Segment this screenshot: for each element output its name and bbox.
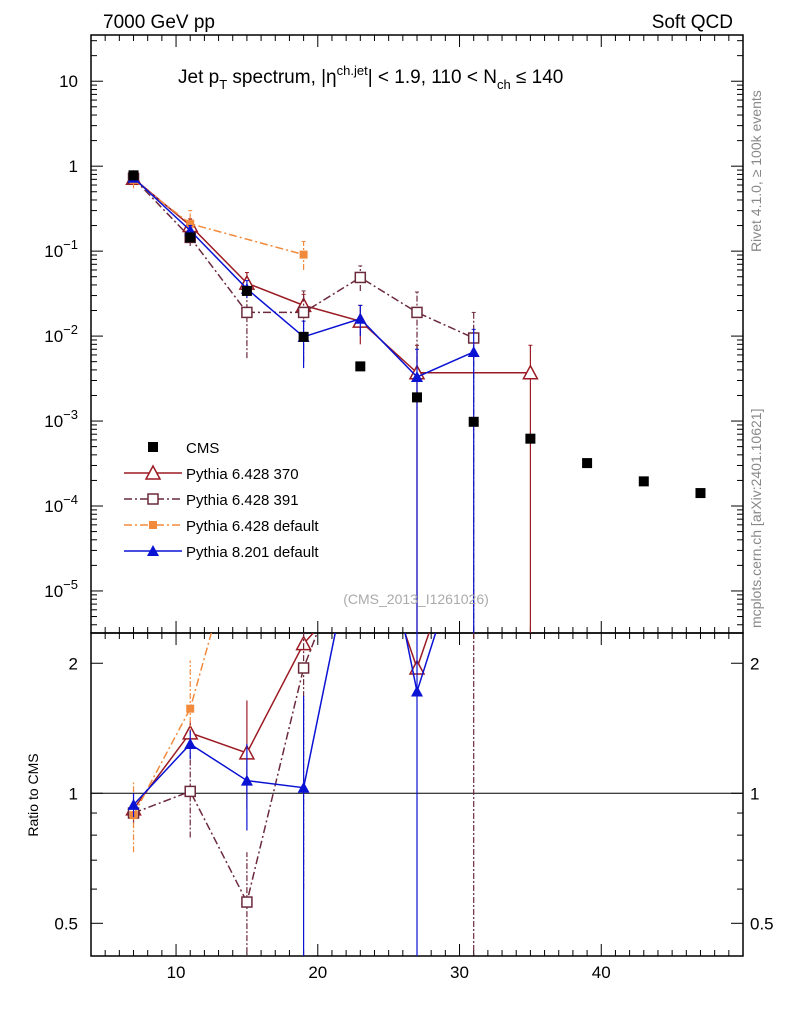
data-point <box>695 488 706 499</box>
data-point <box>186 219 195 228</box>
data-point <box>354 312 367 324</box>
legend-label-pythia6-default: Pythia 6.428 default <box>186 518 319 535</box>
ratio-y-tick-label: 1 <box>69 784 78 803</box>
y-tick-label: 10−1 <box>44 237 78 261</box>
series-pythia-6-428-default <box>129 172 308 270</box>
ratio-y-tick-label: 0.5 <box>54 914 78 933</box>
ratio-y-tick-label-right: 1 <box>750 784 759 803</box>
ratio-series-pythia-8-201-default <box>127 633 437 956</box>
mcplots-label: mcplots.cern.ch [arXiv:2401.10621] <box>748 409 764 628</box>
y-tick-label: 10−2 <box>44 322 78 346</box>
data-point <box>582 458 593 469</box>
y-tick-label: 10−4 <box>44 492 78 516</box>
legend-item-pythia6-370: Pythia 6.428 370 <box>124 464 299 483</box>
data-point <box>128 170 139 181</box>
ratio-point <box>184 738 197 750</box>
legend-item-pythia8-default: Pythia 8.201 default <box>124 544 319 561</box>
x-tick-label: 40 <box>592 963 611 982</box>
data-point <box>638 476 649 487</box>
legend-marker-pythia6-391 <box>147 493 159 505</box>
legend-item-cms: CMS <box>148 440 219 457</box>
ratio-point <box>184 785 196 798</box>
y-tick-label: 10 <box>59 72 78 91</box>
legend-item-pythia6-391: Pythia 6.428 391 <box>124 492 299 509</box>
ratio-y-tick-label-right: 2 <box>750 654 759 673</box>
main-axis-ticks: 10 1 10−1 10−2 10−3 10−4 10−5 <box>44 35 743 633</box>
data-point <box>185 232 196 243</box>
series-line <box>133 179 304 256</box>
data-point <box>354 271 367 284</box>
x-tick-label: 10 <box>167 963 186 982</box>
legend-label-cms: CMS <box>186 440 219 457</box>
data-point <box>525 433 536 444</box>
ratio-y-tick-label: 2 <box>69 654 78 673</box>
legend-marker-cms <box>148 442 158 452</box>
data-point <box>467 345 480 357</box>
data-point <box>297 306 310 319</box>
data-point <box>522 364 539 380</box>
ratio-line <box>132 633 437 806</box>
data-point <box>468 416 479 427</box>
ratio-line <box>132 633 430 810</box>
ratio-series-layer <box>125 633 475 956</box>
legend-label-pythia8-default: Pythia 8.201 default <box>186 544 319 561</box>
data-point <box>355 361 366 372</box>
ratio-line <box>133 633 318 905</box>
header-left: 7000 GeV pp <box>103 12 215 33</box>
data-point <box>241 285 252 296</box>
y-tick-label: 1 <box>69 157 78 176</box>
analysis-label: (CMS_2013_I1261026) <box>343 591 489 607</box>
ratio-ylabel: Ratio to CMS <box>25 753 41 836</box>
ratio-series-pythia-6-428-370 <box>125 633 430 816</box>
ratio-point <box>241 896 253 908</box>
y-tick-label: 10−5 <box>44 577 78 601</box>
data-point <box>411 306 423 319</box>
legend-marker-pythia6-370 <box>144 464 162 480</box>
plot-title: Jet pT spectrum, |ηch.jet| < 1.9, 110 < … <box>178 63 563 92</box>
y-tick-label: 10−3 <box>44 407 78 431</box>
ratio-point <box>186 704 195 713</box>
legend-item-pythia6-default: Pythia 6.428 default <box>124 518 319 535</box>
legend-label-pythia6-391: Pythia 6.428 391 <box>186 492 299 509</box>
x-tick-label: 20 <box>308 963 327 982</box>
x-tick-label: 30 <box>450 963 469 982</box>
data-point <box>411 370 423 382</box>
ratio-point <box>297 662 310 674</box>
ratio-axis-ticks: 10 20 30 40 2 2 1 1 0.5 0.5 <box>54 633 774 982</box>
data-point <box>299 250 308 259</box>
legend: CMS Pythia 6.428 370 Pythia 6.428 391 Py… <box>124 440 319 561</box>
ratio-point <box>297 781 310 793</box>
legend-label-pythia6-370: Pythia 6.428 370 <box>186 466 299 483</box>
legend-marker-pythia6-default <box>149 521 157 529</box>
ratio-series-pythia-6-428-default <box>129 633 213 853</box>
data-point <box>298 331 309 342</box>
ratio-y-tick-label-right: 0.5 <box>750 914 774 933</box>
ratio-point <box>127 798 140 810</box>
legend-marker-pythia8-default <box>147 545 159 556</box>
series-cms <box>128 170 706 499</box>
main-series-layer <box>125 169 706 633</box>
data-point <box>241 306 253 319</box>
ratio-point <box>240 774 253 786</box>
data-point <box>412 392 422 403</box>
rivet-label: Rivet 4.1.0, ≥ 100k events <box>748 90 764 252</box>
header-right: Soft QCD <box>652 12 733 33</box>
